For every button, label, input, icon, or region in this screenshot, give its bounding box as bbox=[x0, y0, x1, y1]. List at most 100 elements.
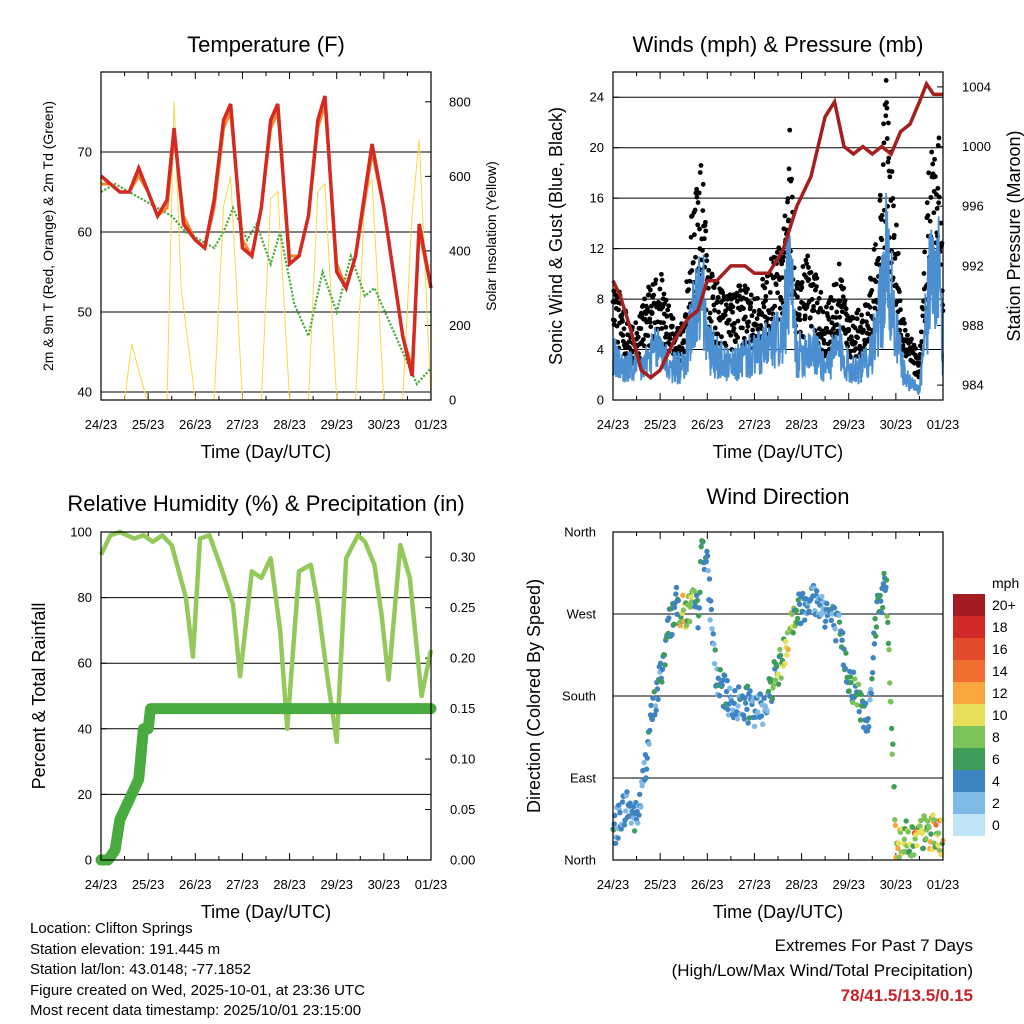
gust-point bbox=[886, 155, 892, 161]
direction-point bbox=[793, 607, 800, 614]
direction-point bbox=[647, 727, 653, 734]
direction-point bbox=[775, 681, 782, 687]
gust-point bbox=[727, 292, 733, 298]
gust-point bbox=[688, 234, 694, 240]
direction-point bbox=[695, 625, 701, 631]
y-tick-label: 100 bbox=[70, 525, 92, 540]
direction-point bbox=[631, 828, 638, 834]
gust-point bbox=[738, 288, 743, 293]
gust-point bbox=[834, 309, 840, 315]
x-tick-label: 24/23 bbox=[85, 877, 118, 892]
direction-point bbox=[925, 818, 931, 824]
direction-xlabel: Time (Day/UTC) bbox=[713, 902, 843, 922]
humidity-xlabel: Time (Day/UTC) bbox=[201, 902, 331, 922]
direction-point bbox=[732, 688, 738, 694]
direction-point bbox=[627, 800, 633, 806]
gust-point bbox=[795, 279, 801, 285]
direction-point bbox=[717, 667, 723, 673]
direction-point bbox=[657, 660, 664, 667]
direction-point bbox=[769, 696, 775, 702]
direction-point bbox=[856, 708, 862, 715]
gust-point bbox=[653, 277, 659, 283]
gust-point bbox=[883, 78, 889, 83]
direction-point bbox=[687, 604, 694, 610]
gust-point bbox=[715, 299, 720, 305]
direction-point bbox=[798, 620, 804, 626]
winds-panel: Winds (mph) & Pressure (mb) Sonic Wind &… bbox=[546, 32, 1024, 462]
gust-point bbox=[890, 196, 896, 201]
gust-point bbox=[708, 318, 714, 324]
gust-point bbox=[735, 318, 741, 324]
gust-point bbox=[700, 208, 706, 214]
direction-point bbox=[775, 671, 781, 677]
y2-tick-label: 988 bbox=[962, 318, 984, 333]
y2-tick-label: 0 bbox=[449, 393, 456, 408]
legend-swatch bbox=[953, 726, 985, 748]
winds-xlabel: Time (Day/UTC) bbox=[713, 442, 843, 462]
direction-point bbox=[901, 836, 907, 843]
y-tick-label: 50 bbox=[78, 305, 92, 320]
gust-point bbox=[741, 306, 746, 311]
y-tick-label: 8 bbox=[597, 292, 604, 307]
dewpoint-line bbox=[100, 182, 432, 387]
direction-point bbox=[643, 775, 649, 781]
direction-point bbox=[892, 817, 898, 823]
gust-point bbox=[621, 326, 627, 332]
x-tick-label: 26/23 bbox=[691, 417, 724, 432]
y-tick-label: 0 bbox=[597, 393, 604, 408]
gust-point bbox=[854, 316, 860, 322]
gust-point bbox=[807, 315, 813, 321]
gust-point bbox=[722, 312, 728, 318]
gust-point bbox=[927, 218, 933, 224]
direction-point bbox=[673, 591, 679, 597]
legend-swatch bbox=[953, 814, 985, 836]
direction-point bbox=[878, 609, 885, 616]
gust-point bbox=[887, 174, 893, 180]
direction-point bbox=[782, 638, 789, 645]
gust-point bbox=[796, 312, 802, 318]
gust-point bbox=[712, 325, 718, 331]
y2-tick-label: 800 bbox=[449, 94, 471, 109]
legend-swatch bbox=[953, 638, 985, 660]
direction-point bbox=[683, 622, 690, 628]
direction-point bbox=[932, 817, 938, 823]
gust-point bbox=[806, 265, 811, 270]
gust-point bbox=[641, 337, 646, 342]
gust-point bbox=[704, 253, 709, 258]
gust-point bbox=[884, 105, 890, 111]
gust-point bbox=[799, 279, 805, 285]
direction-title: Wind Direction bbox=[706, 484, 849, 509]
direction-point bbox=[612, 840, 619, 846]
direction-point bbox=[795, 597, 802, 603]
humidity-title: Relative Humidity (%) & Precipitation (i… bbox=[67, 491, 464, 516]
direction-point bbox=[719, 682, 725, 688]
direction-point bbox=[611, 821, 617, 827]
gust-point bbox=[638, 326, 644, 331]
gust-point bbox=[795, 294, 800, 300]
gust-point bbox=[885, 120, 891, 126]
direction-tick-label: East bbox=[570, 771, 596, 786]
gust-point bbox=[806, 277, 812, 282]
gust-point bbox=[659, 271, 664, 277]
gust-point bbox=[697, 170, 703, 175]
direction-point bbox=[796, 601, 803, 607]
direction-point bbox=[822, 618, 829, 624]
gust-point bbox=[670, 315, 676, 321]
legend-swatch bbox=[953, 748, 985, 770]
direction-point bbox=[708, 598, 714, 604]
gust-point bbox=[818, 289, 824, 295]
gust-point bbox=[740, 325, 745, 331]
gust-point bbox=[824, 326, 830, 331]
gust-point bbox=[828, 294, 834, 300]
gust-point bbox=[744, 328, 750, 334]
gust-point bbox=[826, 316, 832, 322]
latlon-text: Station lat/lon: 43.0148; -77.1852 bbox=[30, 961, 252, 979]
gust-point bbox=[814, 284, 819, 289]
x-tick-label: 29/23 bbox=[832, 417, 865, 432]
y-tick-label: 16 bbox=[590, 191, 604, 206]
gust-point bbox=[635, 334, 641, 340]
direction-point bbox=[652, 703, 659, 709]
gust-point bbox=[755, 326, 761, 332]
gust-point bbox=[665, 307, 671, 313]
direction-point bbox=[833, 638, 839, 644]
